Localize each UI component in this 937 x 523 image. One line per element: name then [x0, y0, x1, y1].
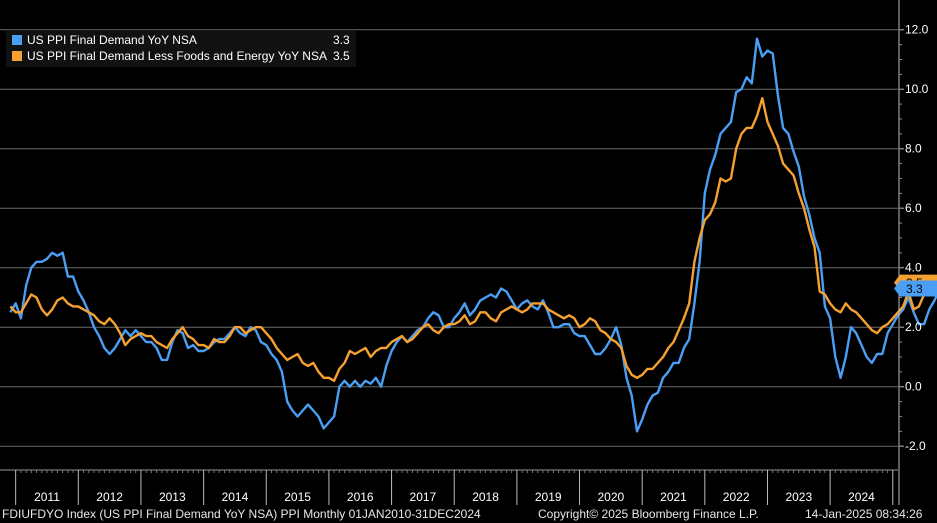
x-tick-label: 2020 [597, 490, 624, 504]
footer-timestamp: 14-Jan-2025 08:34:26 [805, 507, 923, 521]
x-tick-label: 2011 [34, 490, 60, 504]
legend-value: 3.3 [332, 33, 350, 47]
legend-item-ppi: US PPI Final Demand YoY NSA 3.3 [12, 32, 350, 48]
y-tick-label: 6.0 [905, 201, 922, 215]
chart-legend: US PPI Final Demand YoY NSA 3.3 US PPI F… [6, 30, 356, 67]
series-line-0 [9, 37, 937, 433]
legend-swatch-orange [12, 51, 22, 61]
x-tick-label: 2017 [410, 490, 437, 504]
x-tick-label: 2021 [660, 490, 687, 504]
badge-shape [894, 280, 937, 297]
y-tick-label: 2.0 [905, 320, 922, 334]
last-value-badges: 3.53.3 [894, 274, 937, 297]
y-axis: -2.0 0.0 2.0 4.0 6.0 8.0 10.0 12.0 [898, 0, 929, 505]
line-chart: 2011 2012 2013 2014 2015 2016 2017 2018 2019 2020… [0, 0, 937, 505]
legend-label: US PPI Final Demand YoY NSA [27, 33, 197, 47]
last-value-badge-0: 3.3 [894, 280, 937, 297]
x-tick-label: 2022 [723, 490, 750, 504]
legend-item-core-ppi: US PPI Final Demand Less Foods and Energ… [12, 48, 350, 64]
x-tick-label: 2013 [159, 490, 186, 504]
y-tick-label: 8.0 [905, 142, 922, 156]
y-tick-label: 12.0 [905, 23, 929, 37]
x-axis-year-bands: 2011 2012 2013 2014 2015 2016 2017 2018 2019 2020… [0, 469, 898, 505]
x-tick-label: 2015 [284, 490, 311, 504]
x-tick-label: 2014 [222, 490, 249, 504]
footer-copyright: Copyright© 2025 Bloomberg Finance L.P. [538, 507, 759, 521]
footer-ticker: FDIUFDYO Index (US PPI Final Demand YoY … [2, 507, 481, 521]
y-tick-label: 0.0 [905, 380, 922, 394]
series-line-1 [9, 96, 937, 382]
y-tick-label: 4.0 [905, 261, 922, 275]
legend-value: 3.5 [332, 49, 350, 63]
x-tick-label: 2012 [96, 490, 123, 504]
x-tick-label: 2019 [535, 490, 562, 504]
x-tick-label: 2016 [347, 490, 374, 504]
gridlines [0, 29, 898, 447]
x-tick-label: 2024 [848, 490, 875, 504]
x-tick-label: 2018 [472, 490, 499, 504]
legend-swatch-blue [12, 35, 22, 45]
x-tick-label: 2023 [785, 490, 812, 504]
y-tick-label: 10.0 [905, 82, 929, 96]
chart-footer: FDIUFDYO Index (US PPI Final Demand YoY … [0, 505, 937, 523]
badge-label: 3.3 [906, 282, 923, 296]
y-tick-label: -2.0 [905, 439, 926, 453]
legend-label: US PPI Final Demand Less Foods and Energ… [27, 49, 327, 63]
series-lines [9, 37, 937, 433]
